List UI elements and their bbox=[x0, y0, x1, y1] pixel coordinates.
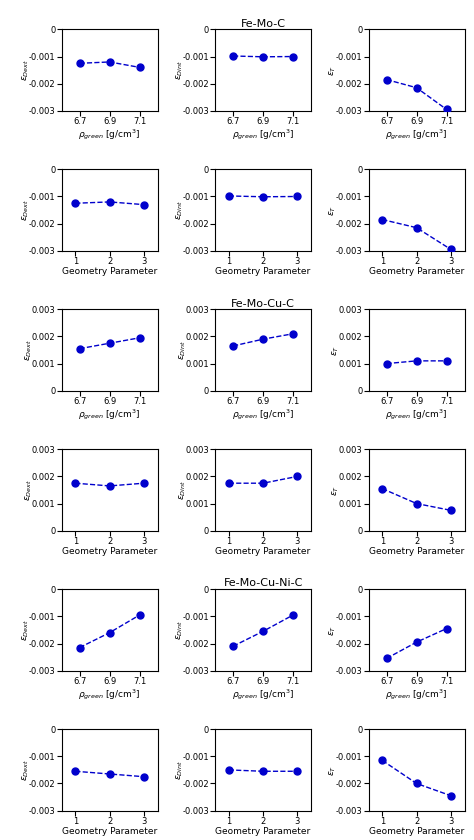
X-axis label: Geometry Parameter: Geometry Parameter bbox=[216, 267, 310, 276]
Y-axis label: $\epsilon_T$: $\epsilon_T$ bbox=[328, 204, 338, 216]
X-axis label: Geometry Parameter: Geometry Parameter bbox=[62, 267, 157, 276]
Y-axis label: $\epsilon_{Dint}$: $\epsilon_{Dint}$ bbox=[174, 60, 184, 80]
X-axis label: $\rho_{green}$ [g/cm$^3$]: $\rho_{green}$ [g/cm$^3$] bbox=[79, 407, 141, 422]
X-axis label: $\rho_{green}$ [g/cm$^3$]: $\rho_{green}$ [g/cm$^3$] bbox=[385, 687, 447, 701]
X-axis label: Geometry Parameter: Geometry Parameter bbox=[216, 827, 310, 837]
Title: Fe-Mo-Cu-Ni-C: Fe-Mo-Cu-Ni-C bbox=[223, 579, 303, 589]
X-axis label: $\rho_{green}$ [g/cm$^3$]: $\rho_{green}$ [g/cm$^3$] bbox=[385, 128, 447, 142]
Y-axis label: $\epsilon_{Dint}$: $\epsilon_{Dint}$ bbox=[174, 620, 184, 640]
X-axis label: $\rho_{green}$ [g/cm$^3$]: $\rho_{green}$ [g/cm$^3$] bbox=[232, 687, 294, 701]
Y-axis label: $\epsilon_{Dext}$: $\epsilon_{Dext}$ bbox=[24, 339, 34, 361]
X-axis label: Geometry Parameter: Geometry Parameter bbox=[369, 267, 464, 276]
Y-axis label: $\epsilon_{Dint}$: $\epsilon_{Dint}$ bbox=[177, 340, 188, 360]
X-axis label: $\rho_{green}$ [g/cm$^3$]: $\rho_{green}$ [g/cm$^3$] bbox=[79, 128, 141, 142]
Y-axis label: $\epsilon_{Dint}$: $\epsilon_{Dint}$ bbox=[174, 760, 184, 780]
Y-axis label: $\epsilon_{Dext}$: $\epsilon_{Dext}$ bbox=[20, 619, 31, 641]
X-axis label: Geometry Parameter: Geometry Parameter bbox=[369, 827, 464, 837]
X-axis label: $\rho_{green}$ [g/cm$^3$]: $\rho_{green}$ [g/cm$^3$] bbox=[79, 687, 141, 701]
Y-axis label: $\epsilon_{Dext}$: $\epsilon_{Dext}$ bbox=[20, 199, 31, 221]
X-axis label: $\rho_{green}$ [g/cm$^3$]: $\rho_{green}$ [g/cm$^3$] bbox=[232, 128, 294, 142]
X-axis label: Geometry Parameter: Geometry Parameter bbox=[216, 548, 310, 556]
X-axis label: Geometry Parameter: Geometry Parameter bbox=[369, 548, 464, 556]
Y-axis label: $\epsilon_{Dint}$: $\epsilon_{Dint}$ bbox=[174, 200, 184, 220]
X-axis label: $\rho_{green}$ [g/cm$^3$]: $\rho_{green}$ [g/cm$^3$] bbox=[385, 407, 447, 422]
X-axis label: $\rho_{green}$ [g/cm$^3$]: $\rho_{green}$ [g/cm$^3$] bbox=[232, 407, 294, 422]
Y-axis label: $\epsilon_T$: $\epsilon_T$ bbox=[330, 485, 341, 496]
Y-axis label: $\epsilon_{Dext}$: $\epsilon_{Dext}$ bbox=[20, 59, 31, 81]
Title: Fe-Mo-Cu-C: Fe-Mo-Cu-C bbox=[231, 298, 295, 308]
Y-axis label: $\epsilon_{Dext}$: $\epsilon_{Dext}$ bbox=[20, 759, 31, 781]
Y-axis label: $\epsilon_T$: $\epsilon_T$ bbox=[328, 65, 338, 76]
Y-axis label: $\epsilon_T$: $\epsilon_T$ bbox=[328, 764, 338, 775]
Y-axis label: $\epsilon_T$: $\epsilon_T$ bbox=[330, 344, 341, 355]
Y-axis label: $\epsilon_{Dext}$: $\epsilon_{Dext}$ bbox=[24, 479, 34, 501]
Title: Fe-Mo-C: Fe-Mo-C bbox=[241, 18, 285, 29]
X-axis label: Geometry Parameter: Geometry Parameter bbox=[62, 827, 157, 837]
Y-axis label: $\epsilon_T$: $\epsilon_T$ bbox=[328, 624, 338, 636]
X-axis label: Geometry Parameter: Geometry Parameter bbox=[62, 548, 157, 556]
Y-axis label: $\epsilon_{Dint}$: $\epsilon_{Dint}$ bbox=[177, 480, 188, 500]
